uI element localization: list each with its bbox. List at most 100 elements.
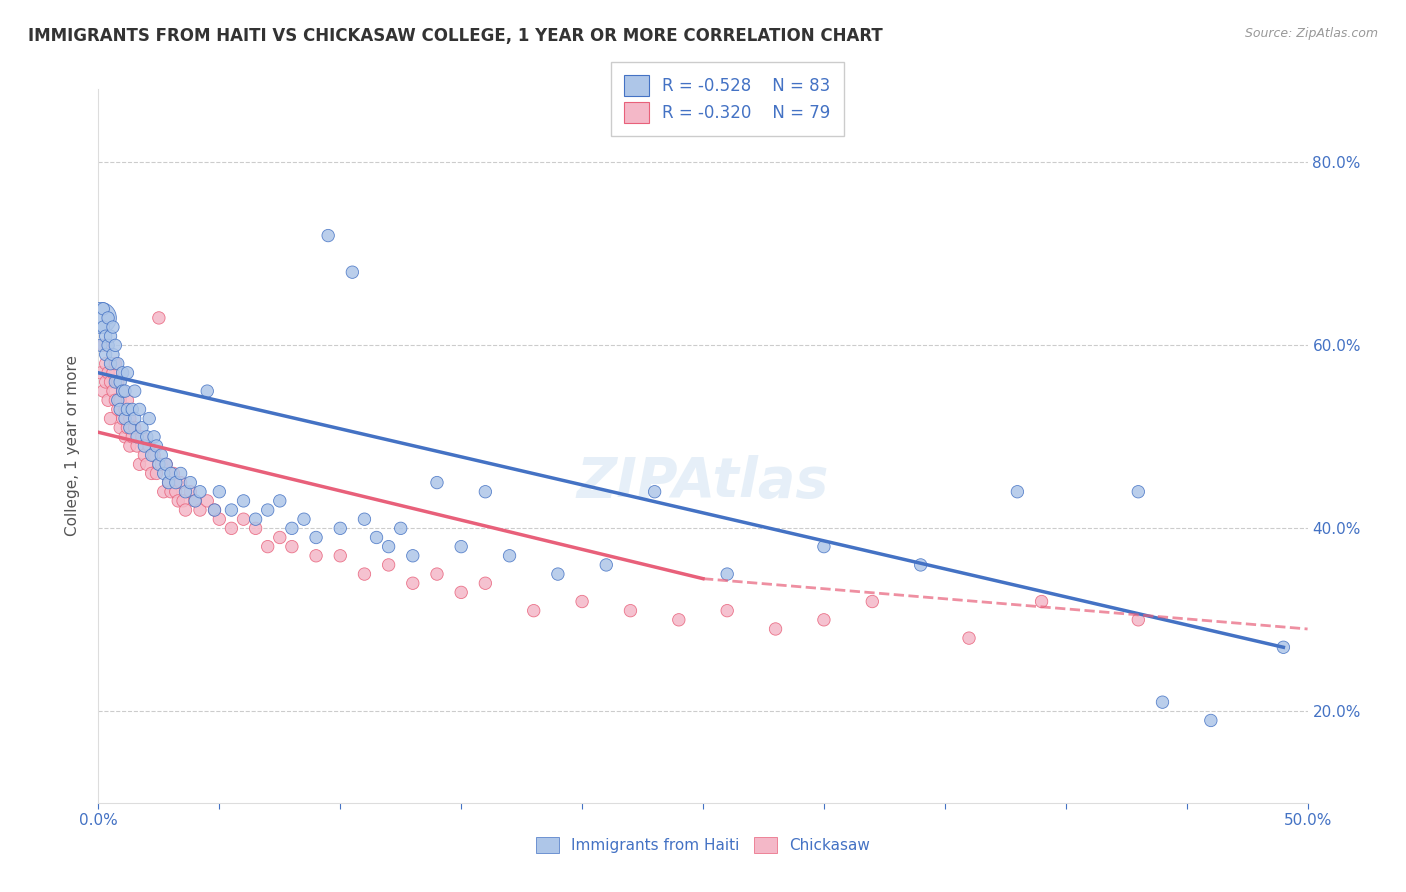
Point xyxy=(100,411,122,425)
Point xyxy=(101,320,124,334)
Point xyxy=(104,357,127,371)
Point xyxy=(141,448,163,462)
Point xyxy=(101,347,124,361)
Point xyxy=(108,402,131,417)
Point xyxy=(165,484,187,499)
Point xyxy=(174,484,197,499)
Point xyxy=(595,558,617,572)
Point xyxy=(1152,695,1174,709)
Point xyxy=(571,594,593,608)
Point xyxy=(155,458,177,472)
Point xyxy=(152,467,174,481)
Point xyxy=(143,448,166,462)
Point xyxy=(389,521,412,535)
Point xyxy=(316,228,339,243)
Point xyxy=(162,467,184,481)
Point xyxy=(145,439,167,453)
Point xyxy=(118,439,141,453)
Point xyxy=(94,375,117,389)
Point xyxy=(155,458,177,472)
Point xyxy=(644,484,666,499)
Text: ZIPAtlas: ZIPAtlas xyxy=(576,455,830,508)
Point xyxy=(100,375,122,389)
Point xyxy=(179,475,201,490)
Point xyxy=(118,411,141,425)
Point xyxy=(100,357,122,371)
Point xyxy=(1272,640,1295,655)
Point xyxy=(108,393,131,408)
Point xyxy=(208,484,231,499)
Point xyxy=(150,458,173,472)
Point xyxy=(195,384,218,398)
Point xyxy=(117,393,139,408)
Point xyxy=(184,494,207,508)
Point xyxy=(114,384,136,398)
Point xyxy=(292,512,315,526)
Point xyxy=(305,549,328,563)
Point xyxy=(127,430,149,444)
Point xyxy=(101,384,124,398)
Point xyxy=(148,458,170,472)
Point xyxy=(118,420,141,434)
Point xyxy=(108,375,131,389)
Point xyxy=(910,558,932,572)
Point xyxy=(329,549,352,563)
Point xyxy=(160,484,183,499)
Point xyxy=(1128,613,1150,627)
Point xyxy=(619,604,641,618)
Point xyxy=(160,467,183,481)
Point xyxy=(157,475,180,490)
Point xyxy=(547,567,569,582)
Point xyxy=(97,338,120,352)
Point xyxy=(813,613,835,627)
Point xyxy=(117,366,139,380)
Point xyxy=(97,310,120,325)
Point xyxy=(450,540,472,554)
Point xyxy=(157,475,180,490)
Point xyxy=(94,357,117,371)
Point xyxy=(256,503,278,517)
Point xyxy=(232,494,254,508)
Point xyxy=(90,338,112,352)
Text: IMMIGRANTS FROM HAITI VS CHICKASAW COLLEGE, 1 YEAR OR MORE CORRELATION CHART: IMMIGRANTS FROM HAITI VS CHICKASAW COLLE… xyxy=(28,27,883,45)
Point xyxy=(127,439,149,453)
Point xyxy=(128,402,150,417)
Point xyxy=(813,540,835,554)
Point xyxy=(353,567,375,582)
Point xyxy=(121,402,143,417)
Point xyxy=(232,512,254,526)
Point xyxy=(108,420,131,434)
Point xyxy=(111,384,134,398)
Point xyxy=(860,594,883,608)
Point xyxy=(152,484,174,499)
Point xyxy=(107,375,129,389)
Point xyxy=(179,484,201,499)
Point xyxy=(188,503,211,517)
Point xyxy=(305,531,328,545)
Point xyxy=(474,484,496,499)
Point xyxy=(402,549,425,563)
Point xyxy=(269,531,291,545)
Point xyxy=(138,411,160,425)
Point xyxy=(150,448,173,462)
Point xyxy=(377,540,399,554)
Point xyxy=(117,402,139,417)
Point xyxy=(131,430,153,444)
Point xyxy=(134,448,156,462)
Point xyxy=(353,512,375,526)
Point xyxy=(124,384,146,398)
Point xyxy=(174,503,197,517)
Point xyxy=(104,393,127,408)
Point xyxy=(450,585,472,599)
Point xyxy=(107,357,129,371)
Point xyxy=(281,540,304,554)
Point xyxy=(329,521,352,535)
Point xyxy=(131,420,153,434)
Point xyxy=(94,329,117,343)
Point xyxy=(141,467,163,481)
Point xyxy=(221,521,243,535)
Point xyxy=(204,503,226,517)
Legend: Immigrants from Haiti, Chickasaw: Immigrants from Haiti, Chickasaw xyxy=(530,831,876,859)
Point xyxy=(1007,484,1029,499)
Point xyxy=(269,494,291,508)
